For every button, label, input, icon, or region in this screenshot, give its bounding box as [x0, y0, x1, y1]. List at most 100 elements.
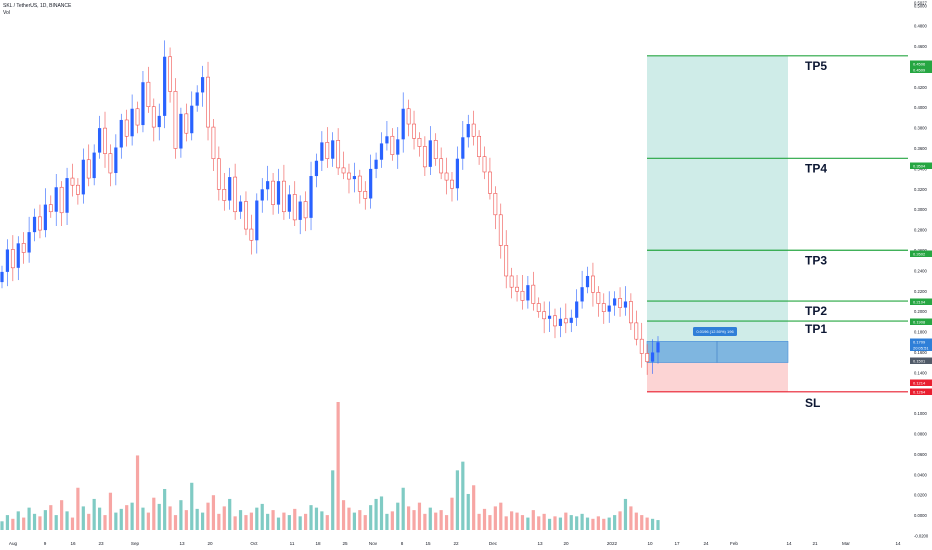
volume-bar — [520, 515, 525, 530]
candle-body — [558, 318, 563, 326]
candle-body — [607, 305, 611, 312]
time-tick-label: 8 — [401, 541, 404, 546]
volume-bar — [217, 513, 221, 530]
price-tag-label: 0.1709 — [913, 339, 926, 344]
volume-bar — [553, 516, 557, 530]
volume-bar — [575, 516, 579, 530]
volume-bar — [379, 496, 384, 530]
candle-body — [493, 193, 498, 216]
symbol-title: SKL / TetherUS, 1D, BINANCE — [3, 3, 72, 9]
candle-body — [222, 189, 227, 201]
volume-bar — [309, 505, 313, 530]
candle-body — [103, 127, 107, 154]
volume-bar — [352, 512, 356, 530]
candle-body — [531, 284, 536, 304]
time-tick-label: 23 — [98, 541, 104, 546]
volume-bar — [49, 505, 53, 530]
price-tick-label: 0.1000 — [914, 411, 927, 416]
candle-body — [461, 137, 465, 159]
volume-bar — [16, 511, 20, 530]
volume-bar — [607, 517, 611, 530]
volume-bar — [135, 455, 140, 530]
candle-body — [526, 285, 530, 301]
volume-bar — [168, 506, 172, 530]
candle-body — [618, 298, 622, 308]
volume-bar — [0, 521, 4, 530]
candle-body — [596, 291, 601, 304]
volume-bar — [238, 510, 243, 530]
candle-body — [271, 180, 275, 205]
volume-bar — [206, 502, 210, 530]
target-label-tp4: TP4 — [805, 161, 827, 175]
candle-body — [157, 115, 161, 128]
position-zones: 0.0196 (12.50%) 196 — [646, 55, 789, 392]
target-label-tp1: TP1 — [805, 322, 827, 336]
volume-bar — [585, 517, 590, 530]
candle-body — [303, 201, 308, 219]
price-tick-label: 0.1400 — [914, 370, 927, 375]
time-tick-label: 11 — [290, 541, 295, 546]
candle-body — [92, 152, 96, 179]
volume-bar — [108, 492, 113, 530]
volume-bar — [103, 515, 107, 530]
candle-body — [314, 160, 319, 177]
candle-body — [184, 113, 189, 134]
time-tick-label: 21 — [812, 541, 818, 546]
price-tick-label: 0.0600 — [914, 452, 927, 457]
candle-body — [130, 108, 134, 137]
time-tick-label: 10 — [647, 541, 653, 546]
volume-bar — [564, 512, 568, 530]
volume-bar — [504, 516, 508, 530]
candle-body — [43, 204, 47, 231]
target-label-tp5: TP5 — [805, 59, 827, 73]
candle-body — [628, 301, 633, 324]
price-tag — [910, 379, 932, 386]
candle-body — [119, 119, 123, 148]
volume-bar — [558, 517, 563, 530]
price-tick-label: 0.0200 — [914, 493, 927, 498]
candle-body — [59, 186, 64, 214]
volume-legend: Vol — [3, 10, 10, 16]
price-tick-label: 0.4800 — [914, 24, 927, 29]
volume-bar — [282, 512, 286, 530]
volume-bar — [200, 512, 205, 530]
candle-body — [309, 176, 313, 218]
time-tick-label: 22 — [453, 541, 459, 546]
candle-body — [298, 201, 302, 220]
volume-bar — [450, 497, 454, 530]
volume-bar — [87, 513, 91, 530]
volume-bar — [314, 507, 319, 530]
candle-body — [569, 317, 573, 323]
volume-bar — [591, 518, 595, 530]
candle-body — [639, 338, 644, 354]
time-tick-label: 13 — [537, 541, 543, 546]
volume-bar — [38, 516, 42, 530]
volume-bar — [92, 498, 96, 530]
price-tick-label: 0.0800 — [914, 432, 927, 437]
volume-bar — [97, 507, 102, 530]
volume-bar — [569, 515, 573, 530]
profit-zone — [647, 55, 788, 342]
volume-bar — [499, 502, 503, 530]
volume-bar — [27, 507, 31, 530]
volume-bar — [157, 503, 161, 530]
candle-body — [363, 191, 368, 199]
candle-body — [563, 318, 568, 324]
candle-body — [325, 142, 330, 160]
volume-bar — [244, 515, 248, 530]
volume-bar — [287, 515, 291, 530]
volume-bar — [613, 515, 617, 530]
volume-bar — [444, 515, 449, 530]
candle-body — [439, 158, 444, 174]
volume-bar — [531, 510, 535, 530]
volume-bar — [293, 508, 297, 530]
price-tag — [910, 60, 932, 67]
volume-bar — [298, 516, 302, 530]
volume-bar — [385, 513, 389, 530]
volume-bar — [363, 515, 367, 530]
price-tick-label: 0.3200 — [914, 187, 927, 192]
candle-body — [27, 232, 31, 253]
volume-bar — [526, 517, 530, 530]
candle-body — [482, 156, 487, 173]
